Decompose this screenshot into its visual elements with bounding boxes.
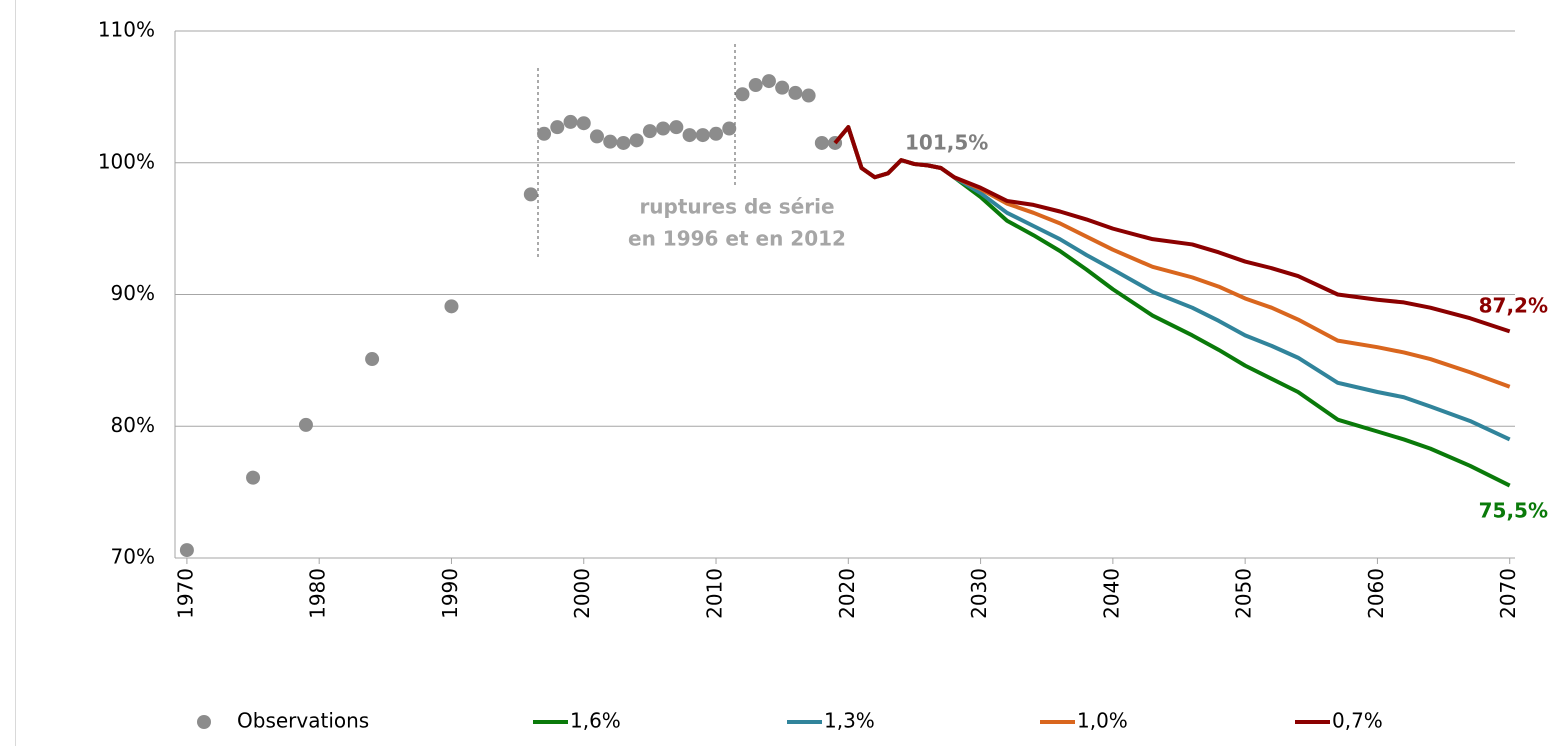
observation-point xyxy=(365,352,380,367)
observation-point xyxy=(444,299,459,314)
observation-point xyxy=(735,87,750,102)
observation-point xyxy=(748,78,763,93)
y-tick-label: 100% xyxy=(98,149,155,173)
y-tick-label: 110% xyxy=(98,18,155,42)
observation-point xyxy=(298,417,313,432)
x-tick-label: 2060 xyxy=(1364,568,1388,619)
observation-point xyxy=(656,121,671,136)
x-tick-label: 2020 xyxy=(835,568,859,619)
observation-point xyxy=(563,114,578,129)
annotation: 87,2% xyxy=(1479,294,1548,318)
x-tick-label: 2000 xyxy=(570,568,594,619)
x-tick-label: 2010 xyxy=(703,568,727,619)
y-tick-label: 70% xyxy=(111,545,155,569)
legend-label: 1,6% xyxy=(570,709,621,733)
y-tick-label: 80% xyxy=(111,413,155,437)
annotation: 101,5% xyxy=(905,131,988,155)
observation-point xyxy=(775,80,790,95)
legend-marker xyxy=(197,715,211,729)
observation-point xyxy=(695,128,710,143)
x-tick-label: 2050 xyxy=(1232,568,1256,619)
observation-point xyxy=(550,120,565,135)
observation-point xyxy=(616,135,631,150)
observation-point xyxy=(642,124,657,139)
observation-point xyxy=(814,135,829,150)
legend-label: 1,3% xyxy=(824,709,875,733)
observation-point xyxy=(669,120,684,135)
annotation: en 1996 et en 2012 xyxy=(628,227,846,251)
x-tick-label: 2070 xyxy=(1496,568,1520,619)
observation-point xyxy=(788,85,803,100)
observation-point xyxy=(576,116,591,131)
observation-point xyxy=(722,121,737,136)
observation-point xyxy=(629,133,644,148)
observation-point xyxy=(537,126,552,141)
observation-point xyxy=(179,543,194,558)
x-tick-label: 1980 xyxy=(306,568,330,619)
observation-point xyxy=(589,129,604,144)
x-tick-label: 1990 xyxy=(438,568,462,619)
observation-point xyxy=(761,74,776,89)
legend-label: 0,7% xyxy=(1332,709,1383,733)
legend-label: 1,0% xyxy=(1077,709,1128,733)
observation-point xyxy=(246,470,261,485)
legend-label: Observations xyxy=(237,709,369,733)
annotation: ruptures de série xyxy=(639,195,834,219)
observation-point xyxy=(682,128,697,143)
series-line xyxy=(833,125,1511,334)
observation-point xyxy=(709,126,724,141)
y-tick-label: 90% xyxy=(111,281,155,305)
annotation: 75,5% xyxy=(1479,499,1548,523)
observation-point xyxy=(801,88,816,103)
x-tick-label: 1970 xyxy=(173,568,197,619)
observation-point xyxy=(603,134,618,149)
observation-point xyxy=(523,187,538,202)
x-tick-label: 2040 xyxy=(1099,568,1123,619)
x-tick-label: 2030 xyxy=(967,568,991,619)
